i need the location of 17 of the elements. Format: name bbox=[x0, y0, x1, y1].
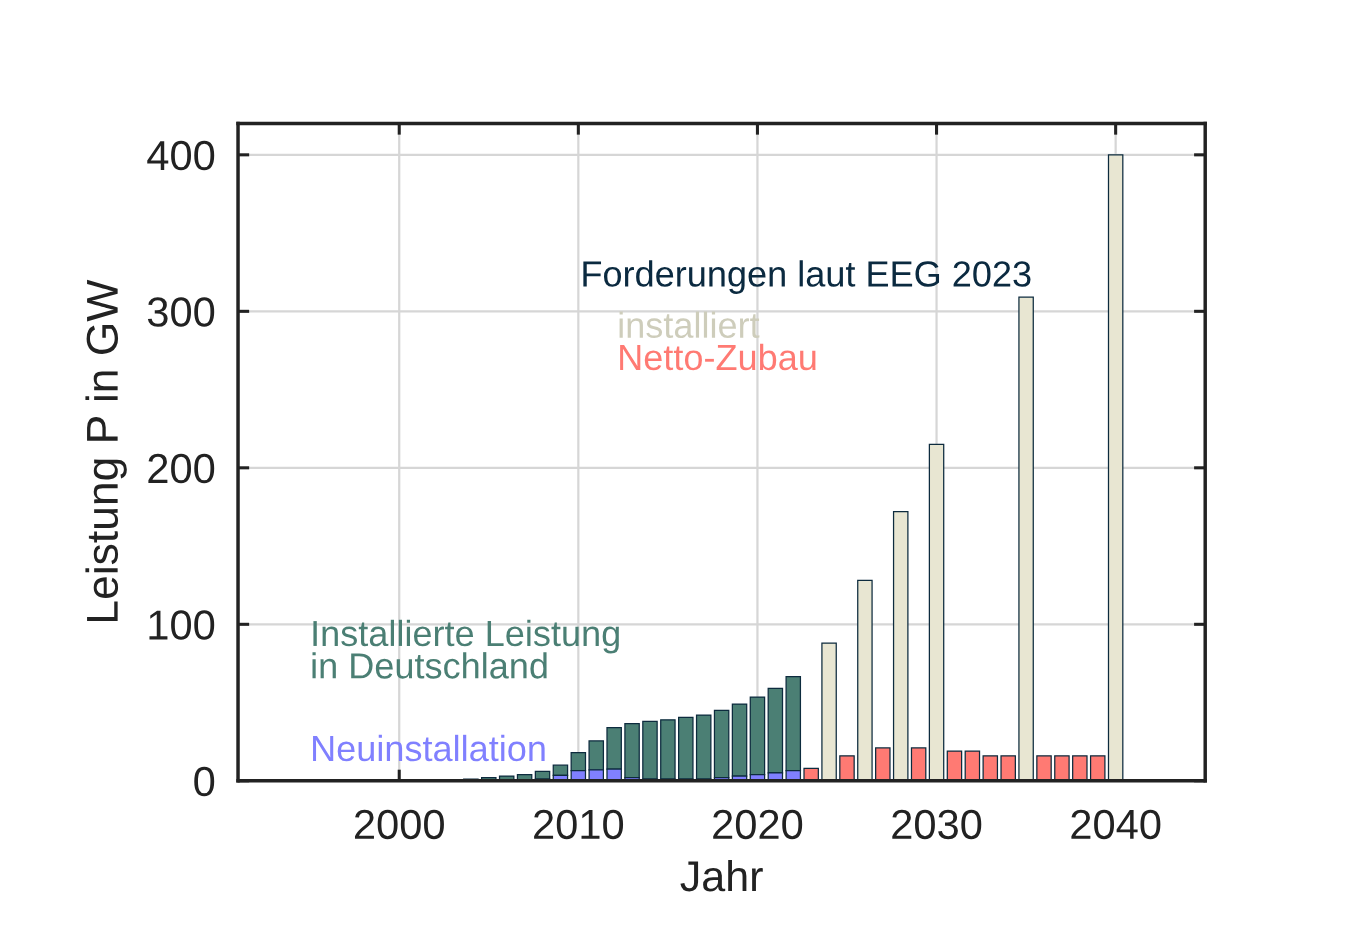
x-tick-label: 2040 bbox=[1071, 809, 1161, 840]
text: Netto-Zubau bbox=[620, 343, 816, 371]
series-label: Neuinstallation bbox=[313, 734, 545, 762]
y-tick-label: 200 bbox=[148, 453, 215, 484]
annotation: Forderungen laut EEG 2023 bbox=[583, 260, 1031, 294]
y-tick-label: 400 bbox=[147, 140, 215, 171]
x-axis-title: Jahr bbox=[680, 859, 763, 892]
x-tick-label: 2020 bbox=[713, 809, 803, 840]
text: installiert bbox=[619, 311, 760, 339]
x-tick-label: 2000 bbox=[354, 809, 444, 840]
y-tick-label: 0 bbox=[194, 766, 215, 797]
x-tick-label: 2030 bbox=[892, 809, 982, 840]
x-tick-label: 2010 bbox=[534, 809, 624, 840]
y-axis-title: Leistung P in GW bbox=[85, 279, 127, 622]
y-tick-label: 300 bbox=[147, 297, 215, 327]
y-tick-label: 100 bbox=[149, 610, 215, 640]
series-label: Installierte Leistung in Deutschland bbox=[312, 619, 619, 679]
